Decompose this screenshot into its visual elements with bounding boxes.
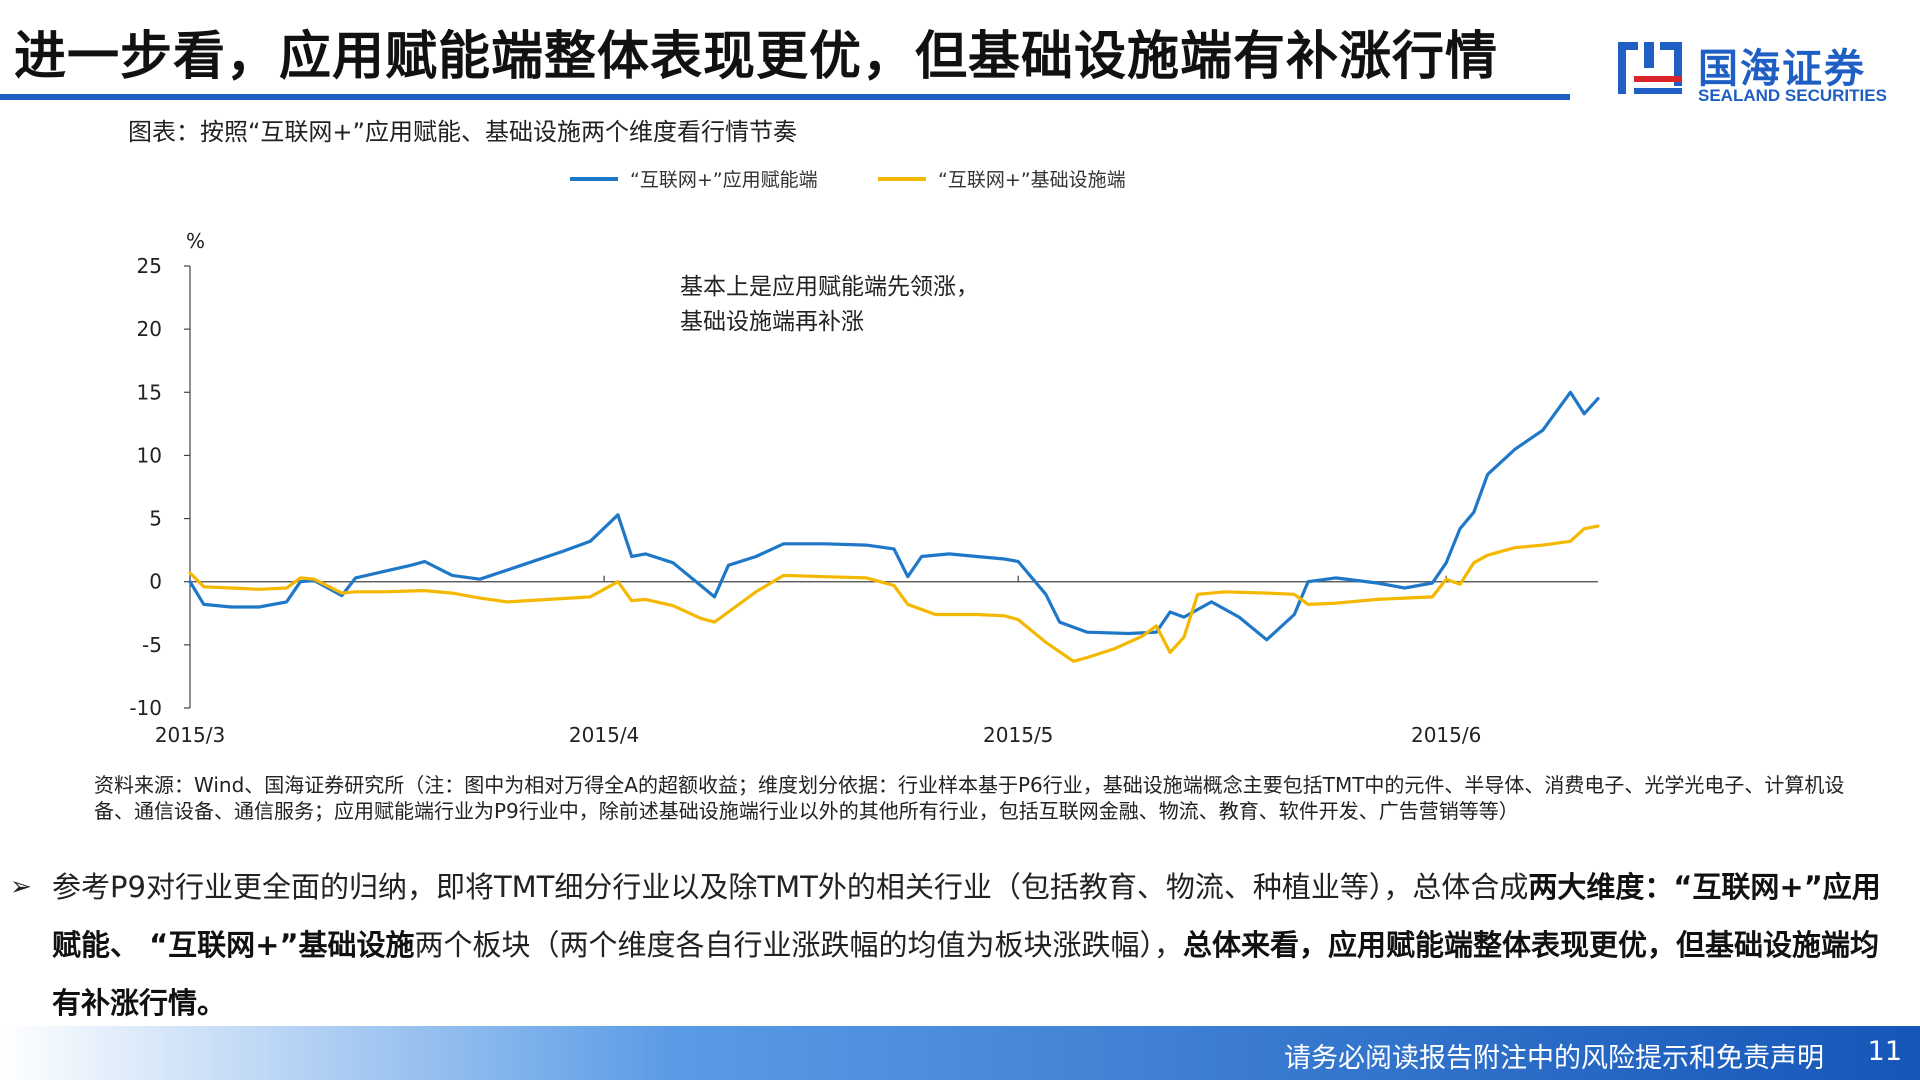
y-axis: -10 -5 0 5 10 15 20 25	[129, 254, 191, 720]
annotation-line-2: 基础设施端再补涨	[680, 309, 864, 335]
x-tick-label: 2015/3	[155, 723, 225, 747]
company-logo: 国海证券 SEALAND SECURITIES	[1614, 36, 1914, 106]
chart-annotation: 基本上是应用赋能端先领涨， 基础设施端再补涨	[680, 274, 979, 335]
title-divider	[0, 94, 1570, 100]
x-tick-label: 2015/5	[983, 723, 1053, 747]
footer-bar: 请务必阅读报告附注中的风险提示和免责声明 11	[0, 1026, 1920, 1080]
chart-legend: “互联网+”应用赋能端 “互联网+”基础设施端	[570, 169, 1126, 191]
source-note: 资料来源：Wind、国海证券研究所（注：图中为相对万得全A的超额收益；维度划分依…	[94, 773, 1845, 823]
legend-label-app: “互联网+”应用赋能端	[630, 169, 818, 191]
logo-chinese-name: 国海证券	[1698, 46, 1866, 92]
x-axis: 2015/3 2015/4 2015/5 2015/6	[155, 575, 1598, 747]
logo-english-name: SEALAND SECURITIES	[1698, 86, 1887, 105]
y-tick-label: 0	[149, 570, 162, 594]
y-axis-unit-label: %	[186, 229, 205, 253]
y-tick-label: 20	[137, 317, 162, 341]
y-tick-label: 25	[137, 254, 162, 278]
line-chart: “互联网+”应用赋能端 “互联网+”基础设施端 % -10 -5 0 5 10 15 20 2…	[129, 169, 1600, 747]
sealand-logo-icon	[1618, 42, 1682, 94]
y-tick-label: 5	[149, 507, 162, 531]
summary-text: 参考P9对行业更全面的归纳，即将TMT细分行业以及除TMT外的相关行业（包括教育…	[52, 858, 1882, 1032]
summary-text-b: 两个板块（两个维度各自行业涨跌幅的均值为板块涨跌幅），	[414, 928, 1184, 962]
y-tick-label: 10	[137, 443, 162, 467]
arrow-bullet-icon: ➢	[10, 872, 32, 902]
x-tick-label: 2015/4	[569, 723, 639, 747]
summary-text-a: 参考P9对行业更全面的归纳，即将TMT细分行业以及除TMT外的相关行业（包括教育…	[52, 870, 1529, 904]
y-tick-label: 15	[137, 380, 162, 404]
x-tick-label: 2015/6	[1411, 723, 1481, 747]
series-line-infra	[188, 524, 1600, 663]
disclaimer-text: 请务必阅读报告附注中的风险提示和免责声明	[1284, 1043, 1824, 1074]
page-title: 进一步看，应用赋能端整体表现更优，但基础设施端有补涨行情	[14, 27, 1499, 87]
summary-bold-a: 两大维度：“互联网+”应用赋能、 “互联网+”基础设施	[52, 870, 1881, 962]
figure-caption: 图表：按照“互联网+”应用赋能、基础设施两个维度看行情节奏	[128, 118, 797, 146]
y-tick-label: -5	[142, 633, 162, 657]
summary-bold-b: 总体来看，应用赋能端整体表现更优，但基础设施端均有补涨行情。	[52, 928, 1880, 1020]
annotation-line-1: 基本上是应用赋能端先领涨，	[680, 274, 979, 300]
legend-label-infra: “互联网+”基础设施端	[938, 169, 1126, 191]
series-line-app	[188, 390, 1600, 642]
series-layer	[188, 390, 1600, 663]
y-tick-label: -10	[129, 696, 162, 720]
page-number: 11	[1867, 1036, 1902, 1067]
